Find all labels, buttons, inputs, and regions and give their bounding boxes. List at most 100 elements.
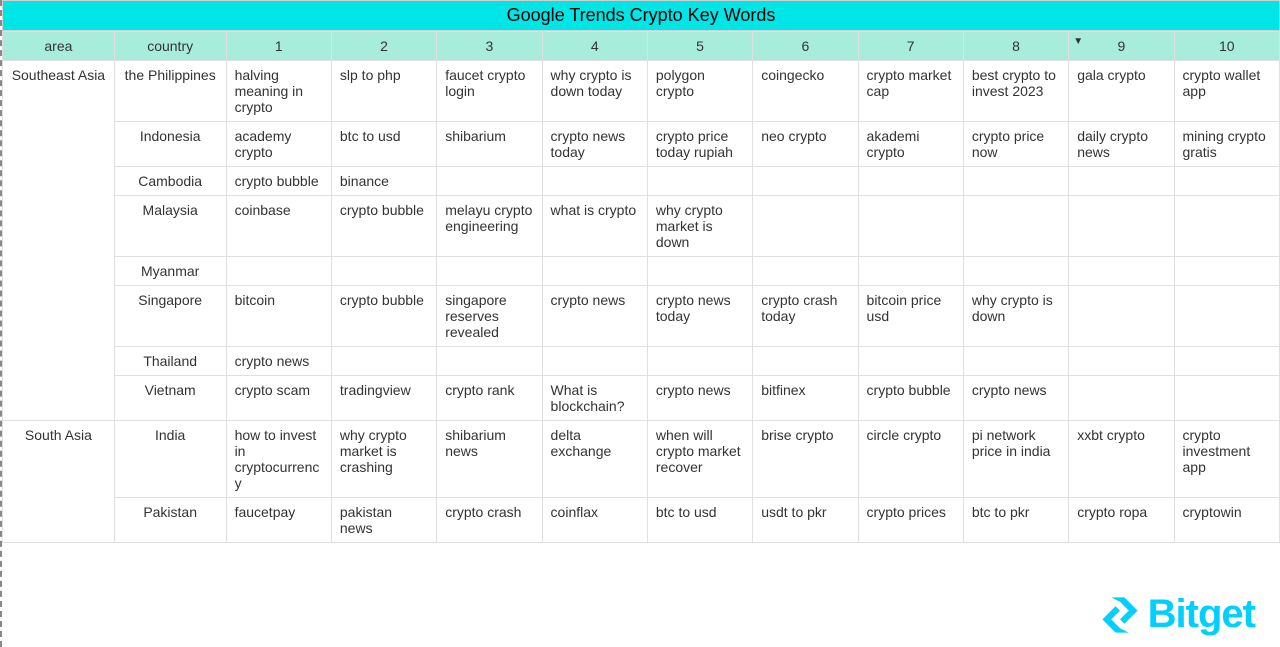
col-header-3[interactable]: 3 xyxy=(437,32,542,61)
data-cell: binance xyxy=(331,167,436,196)
data-cell: brise crypto xyxy=(753,421,858,498)
area-cell: Southeast Asia xyxy=(3,61,115,421)
col-header-6[interactable]: 6 xyxy=(753,32,858,61)
bitget-logo-icon xyxy=(1098,593,1142,637)
data-cell: crypto rank xyxy=(437,376,542,421)
data-cell: xxbt crypto xyxy=(1069,421,1174,498)
col-header-2[interactable]: 2 xyxy=(331,32,436,61)
data-cell xyxy=(1069,347,1174,376)
data-cell xyxy=(1069,167,1174,196)
data-cell: crypto price today rupiah xyxy=(647,122,752,167)
data-cell: crypto crash xyxy=(437,498,542,543)
data-cell: crypto price now xyxy=(963,122,1068,167)
data-cell: crypto news xyxy=(542,286,647,347)
data-cell: gala crypto xyxy=(1069,61,1174,122)
data-cell xyxy=(1069,286,1174,347)
country-cell: Myanmar xyxy=(114,257,226,286)
data-cell: cryptowin xyxy=(1174,498,1279,543)
data-cell: faucet crypto login xyxy=(437,61,542,122)
data-cell: delta exchange xyxy=(542,421,647,498)
data-cell xyxy=(331,347,436,376)
data-cell xyxy=(1174,167,1279,196)
page-wrap: Google Trends Crypto Key Words areacount… xyxy=(0,0,1280,647)
col-header-area[interactable]: area xyxy=(3,32,115,61)
data-cell: crypto crash today xyxy=(753,286,858,347)
data-cell: why crypto market is crashing xyxy=(331,421,436,498)
bitget-logo-text: Bitget xyxy=(1148,592,1255,637)
data-cell: crypto bubble xyxy=(858,376,963,421)
col-header-1[interactable]: 1 xyxy=(226,32,331,61)
data-cell: pakistan news xyxy=(331,498,436,543)
data-cell xyxy=(1069,196,1174,257)
data-cell: why crypto is down xyxy=(963,286,1068,347)
data-cell xyxy=(753,167,858,196)
country-cell: the Philippines xyxy=(114,61,226,122)
area-cell: South Asia xyxy=(3,421,115,543)
data-cell: circle crypto xyxy=(858,421,963,498)
data-cell: What is blockchain? xyxy=(542,376,647,421)
data-cell xyxy=(226,257,331,286)
data-cell xyxy=(647,257,752,286)
col-header-7[interactable]: 7 xyxy=(858,32,963,61)
col-header-4[interactable]: 4 xyxy=(542,32,647,61)
country-cell: Singapore xyxy=(114,286,226,347)
country-cell: Malaysia xyxy=(114,196,226,257)
data-cell: faucetpay xyxy=(226,498,331,543)
title-bar: Google Trends Crypto Key Words xyxy=(2,0,1280,31)
data-cell xyxy=(331,257,436,286)
data-cell: how to invest in cryptocurrency xyxy=(226,421,331,498)
country-cell: Pakistan xyxy=(114,498,226,543)
table-body: Southeast Asiathe Philippineshalving mea… xyxy=(3,61,1280,543)
data-cell: crypto prices xyxy=(858,498,963,543)
data-cell: polygon crypto xyxy=(647,61,752,122)
data-cell xyxy=(1174,286,1279,347)
data-cell: bitfinex xyxy=(753,376,858,421)
data-cell: btc to pkr xyxy=(963,498,1068,543)
data-cell xyxy=(542,257,647,286)
data-cell: academy crypto xyxy=(226,122,331,167)
data-cell xyxy=(963,167,1068,196)
data-cell: btc to usd xyxy=(647,498,752,543)
data-cell: why crypto is down today xyxy=(542,61,647,122)
data-cell: usdt to pkr xyxy=(753,498,858,543)
col-header-8[interactable]: 8 xyxy=(963,32,1068,61)
data-cell xyxy=(858,167,963,196)
data-cell xyxy=(1069,257,1174,286)
data-cell: shibarium news xyxy=(437,421,542,498)
data-cell: bitcoin price usd xyxy=(858,286,963,347)
data-cell xyxy=(858,347,963,376)
col-header-9[interactable]: 9▼ xyxy=(1069,32,1174,61)
data-cell: when will crypto market recover xyxy=(647,421,752,498)
data-cell: crypto news today xyxy=(647,286,752,347)
data-cell xyxy=(437,347,542,376)
data-cell: crypto news xyxy=(226,347,331,376)
data-cell: bitcoin xyxy=(226,286,331,347)
data-cell xyxy=(753,347,858,376)
bitget-logo: Bitget xyxy=(1098,592,1255,637)
data-cell: slp to php xyxy=(331,61,436,122)
data-cell: tradingview xyxy=(331,376,436,421)
data-cell: crypto news xyxy=(963,376,1068,421)
table-row: Indonesiaacademy cryptobtc to usdshibari… xyxy=(3,122,1280,167)
data-cell: mining crypto gratis xyxy=(1174,122,1279,167)
data-cell: btc to usd xyxy=(331,122,436,167)
col-header-10[interactable]: 10 xyxy=(1174,32,1279,61)
data-cell: neo crypto xyxy=(753,122,858,167)
data-cell xyxy=(1174,347,1279,376)
col-header-5[interactable]: 5 xyxy=(647,32,752,61)
data-cell: akademi crypto xyxy=(858,122,963,167)
data-cell xyxy=(858,196,963,257)
country-cell: Thailand xyxy=(114,347,226,376)
data-cell xyxy=(542,167,647,196)
data-cell xyxy=(1174,196,1279,257)
data-cell: crypto bubble xyxy=(331,196,436,257)
table-row: Southeast Asiathe Philippineshalving mea… xyxy=(3,61,1280,122)
country-cell: Vietnam xyxy=(114,376,226,421)
data-cell: crypto market cap xyxy=(858,61,963,122)
keywords-table: areacountry123456789▼10 Southeast Asiath… xyxy=(2,31,1280,543)
table-row: South AsiaIndiahow to invest in cryptocu… xyxy=(3,421,1280,498)
table-row: Vietnamcrypto scamtradingviewcrypto rank… xyxy=(3,376,1280,421)
col-header-country[interactable]: country xyxy=(114,32,226,61)
data-cell: crypto news xyxy=(647,376,752,421)
data-cell: crypto scam xyxy=(226,376,331,421)
